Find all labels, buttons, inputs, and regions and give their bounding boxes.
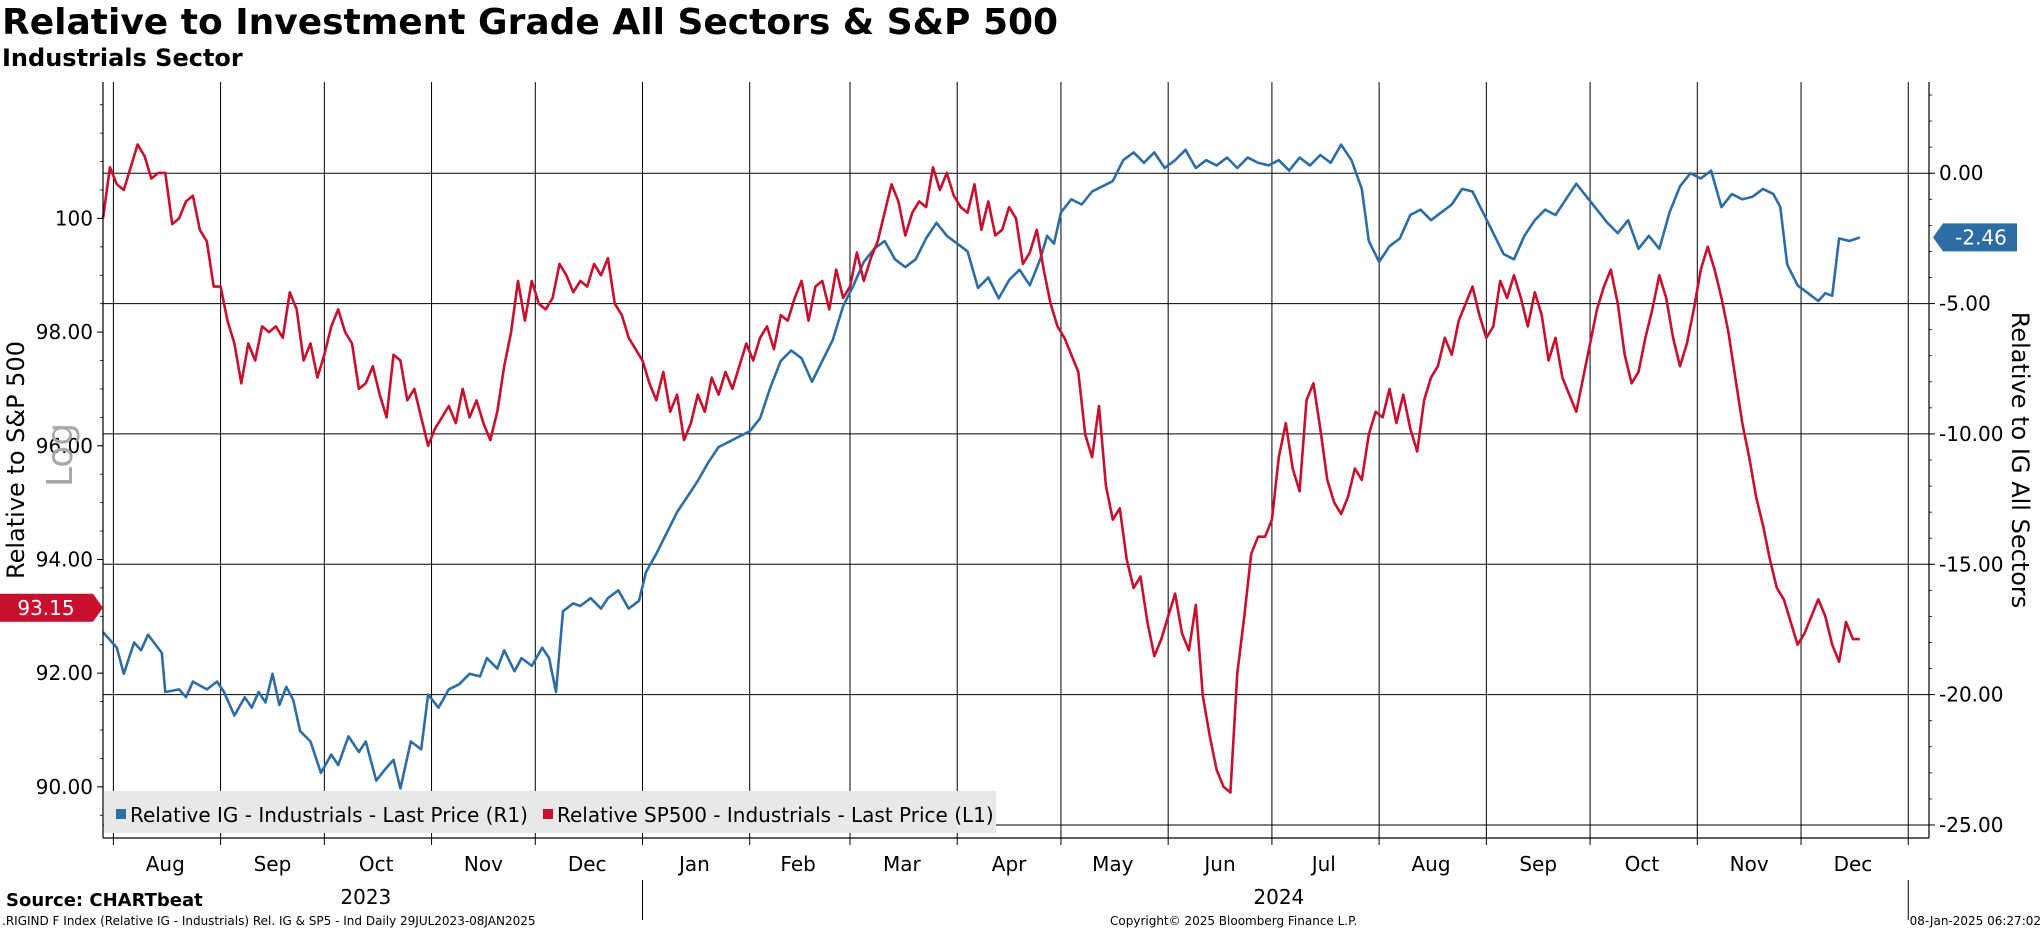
last-value-label-ig: -2.46 xyxy=(1955,225,2007,249)
x-month-label: Aug xyxy=(1411,852,1450,876)
series-layer xyxy=(101,143,1861,794)
right-tick-label: -5.00 xyxy=(1939,292,1991,316)
chart-title: Relative to Investment Grade All Sectors… xyxy=(2,2,1059,43)
x-year-label: 2023 xyxy=(340,885,391,909)
footer-timestamp: 08-Jan-2025 06:27:02 xyxy=(1909,914,2041,928)
left-axis-label: Relative to S&P 500 xyxy=(2,341,30,579)
chart-subtitle: Industrials Sector xyxy=(2,44,243,72)
right-axis-label: Relative to IG All Sectors xyxy=(2006,312,2034,608)
source-label: Source: CHARTbeat xyxy=(6,890,203,911)
x-month-label: Oct xyxy=(359,852,394,876)
x-year-label: 2024 xyxy=(1253,885,1304,909)
right-tick-label: -20.00 xyxy=(1939,683,2003,707)
series-line-relative-ig xyxy=(102,143,1861,790)
x-month-label: Nov xyxy=(1730,852,1769,876)
left-tick-label: 96.00 xyxy=(36,434,93,458)
x-month-label: Mar xyxy=(883,852,922,876)
x-month-label: Dec xyxy=(568,852,607,876)
legend-swatch-sp500 xyxy=(543,809,553,819)
footer-index-info: .RIGIND F Index (Relative IG - Industria… xyxy=(2,914,536,928)
x-month-label: Feb xyxy=(780,852,815,876)
series-line-relative-sp500 xyxy=(101,143,1860,794)
x-month-label: Apr xyxy=(992,852,1027,876)
last-value-badge-ig xyxy=(1933,223,2017,252)
x-month-label: Oct xyxy=(1625,852,1660,876)
legend: Relative IG - Industrials - Last Price (… xyxy=(104,791,996,833)
x-month-label: Sep xyxy=(1519,852,1557,876)
log-scale-note: Log xyxy=(40,423,81,487)
left-tick-label: 94.00 xyxy=(36,547,93,571)
left-tick-label: 90.00 xyxy=(36,775,93,799)
x-month-label: Dec xyxy=(1834,852,1873,876)
legend-label-ig: Relative IG - Industrials - Last Price (… xyxy=(130,803,528,827)
x-month-label: May xyxy=(1092,852,1134,876)
legend-label-sp500: Relative SP500 - Industrials - Last Pric… xyxy=(557,803,994,827)
left-tick-label: 98.00 xyxy=(36,320,93,344)
x-month-label: Sep xyxy=(254,852,292,876)
last-value-label-sp500: 93.15 xyxy=(17,596,74,620)
x-month-label: Jan xyxy=(677,852,710,876)
legend-swatch-ig xyxy=(116,809,126,819)
x-month-label: Jul xyxy=(1310,852,1336,876)
right-tick-label: 0.00 xyxy=(1939,161,1984,185)
right-tick-label: -15.00 xyxy=(1939,552,2003,576)
left-tick-label: 100 xyxy=(55,206,93,230)
right-tick-label: -10.00 xyxy=(1939,422,2003,446)
x-month-label: Aug xyxy=(146,852,185,876)
x-month-label: Jun xyxy=(1202,852,1235,876)
x-month-label: Nov xyxy=(464,852,503,876)
left-tick-label: 92.00 xyxy=(36,661,93,685)
right-tick-label: -25.00 xyxy=(1939,813,2003,837)
last-value-badge-sp500 xyxy=(0,593,103,622)
grid-layer xyxy=(103,82,1929,838)
footer-copyright: Copyright© 2025 Bloomberg Finance L.P. xyxy=(1110,914,1358,928)
axis-layer: 90.00 92.00 94.00 96.00 98.00 100 0.00 -5.00 -10… xyxy=(0,82,2017,920)
